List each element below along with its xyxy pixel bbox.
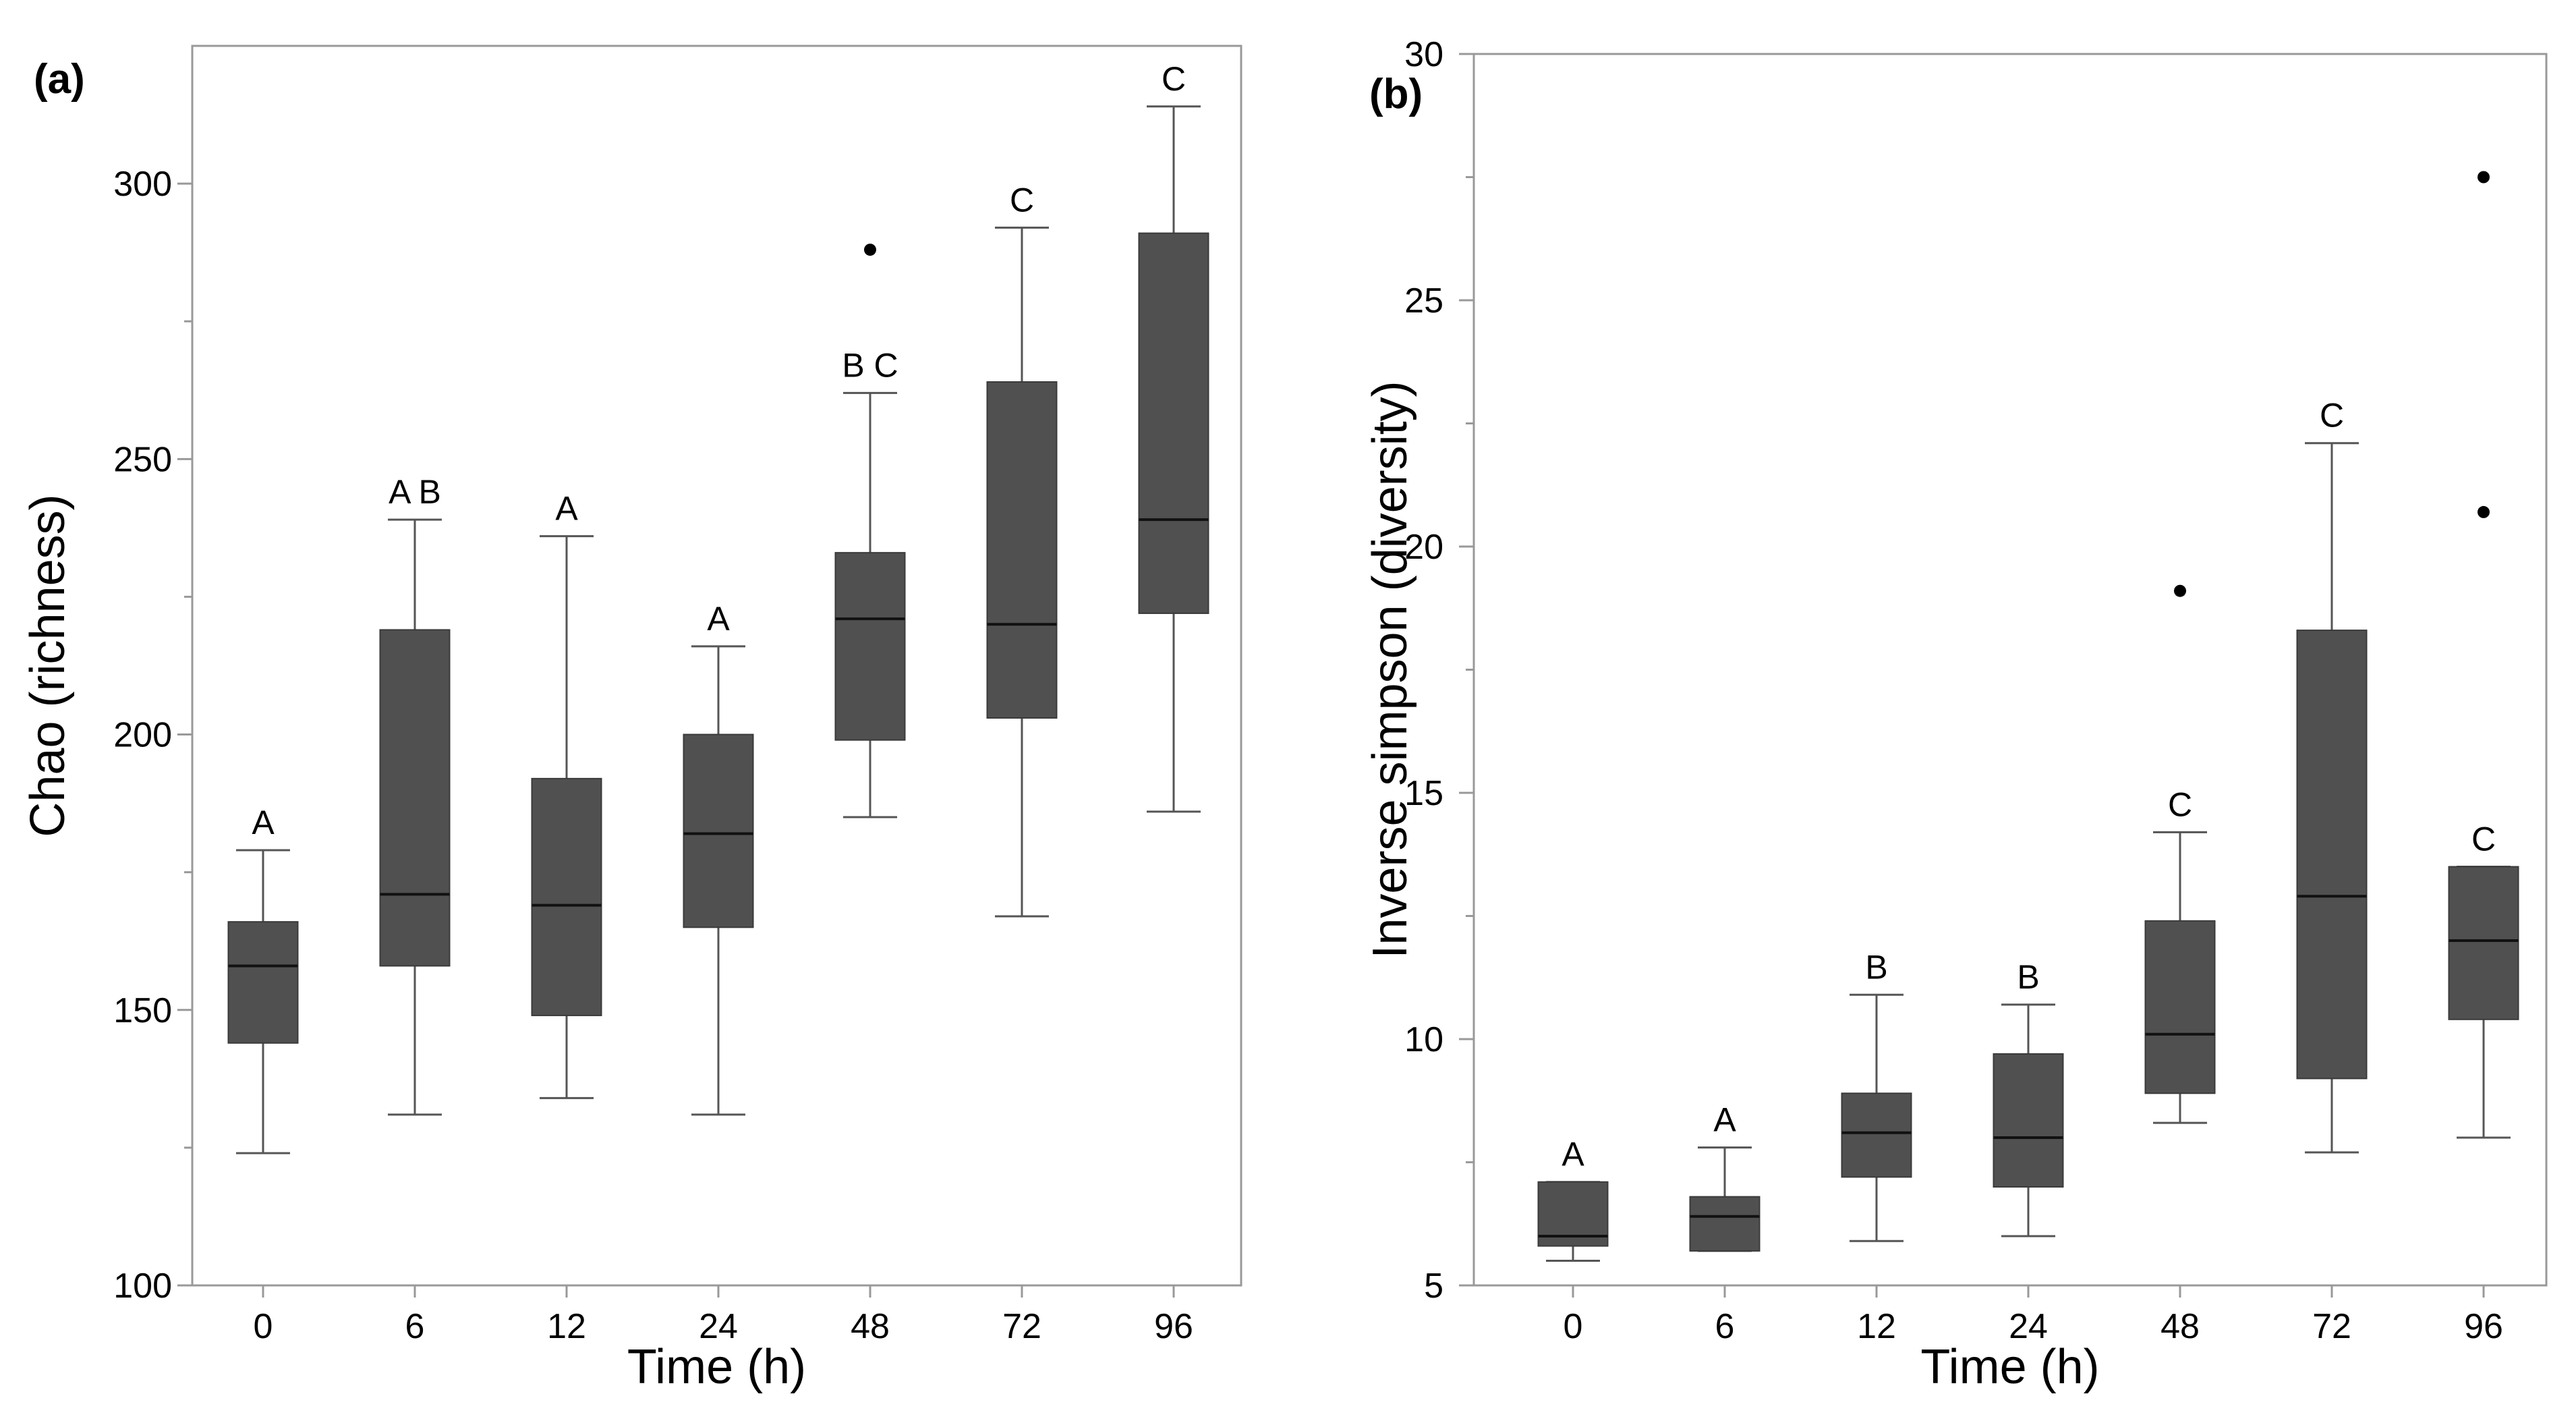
box-group-24h: 24 A (683, 600, 754, 1346)
y-axis-title: Inverse simpson (diversity) (1363, 381, 1417, 958)
iqr-box (1841, 1092, 1912, 1178)
outlier-point (2174, 584, 2186, 597)
outlier-point (864, 244, 876, 256)
y-tick-label: 100 (113, 1267, 172, 1306)
iqr-box (986, 381, 1058, 719)
x-axis-title: Time (h) (627, 1340, 806, 1394)
x-tick-label: 6 (1715, 1307, 1735, 1346)
box-group-12h: 12 A (531, 490, 602, 1346)
x-tick-label: 72 (1002, 1307, 1041, 1346)
plot-frame (191, 45, 1242, 1287)
iqr-box (531, 777, 602, 1016)
x-tick-label: 96 (1154, 1307, 1193, 1346)
panel-a-chao-richness: (a) 100 150 200 250 300 Chao (richness) Time (h… (21, 45, 1242, 1394)
x-axis-title: Time (h) (1920, 1340, 2099, 1394)
box-group-72h: 72 C (2296, 397, 2368, 1346)
iqr-box (834, 552, 906, 741)
y-tick-label: 15 (1404, 774, 1443, 813)
iqr-box (1689, 1196, 1761, 1252)
significance-letter: A (555, 490, 578, 528)
significance-letter: B (1865, 948, 1887, 986)
x-tick-label: 96 (2464, 1307, 2503, 1346)
box-group-24h: 24 B (1993, 958, 2064, 1346)
box-group-48h: 48 B C (834, 244, 906, 1346)
iqr-box (2144, 920, 2216, 1094)
x-tick-label: 12 (1857, 1307, 1896, 1346)
x-tick-label: 48 (851, 1307, 890, 1346)
y-tick-label: 300 (113, 165, 172, 204)
y-tick-label: 20 (1404, 528, 1443, 567)
y-tick-label: 250 (113, 440, 172, 479)
iqr-box (683, 733, 754, 928)
significance-letter: C (2168, 785, 2192, 823)
box-group-72h: 72 C (986, 181, 1058, 1346)
significance-letter: C (1162, 60, 1186, 98)
iqr-box (1138, 232, 1209, 614)
x-tick-label: 12 (547, 1307, 586, 1346)
outlier-point (2478, 505, 2490, 518)
iqr-box (1993, 1053, 2064, 1188)
box-group-6h: 6 A B (379, 473, 451, 1346)
iqr-box (379, 629, 451, 967)
y-tick-label: 150 (113, 991, 172, 1030)
significance-letter: A (1713, 1101, 1736, 1139)
significance-letter: C (2471, 820, 2496, 858)
box-group-96h: 96 C (2448, 171, 2519, 1346)
box-group-0h: 0A (227, 804, 299, 1346)
box-group-0h: 0A (1537, 1136, 1609, 1346)
x-tick-label: 24 (2009, 1307, 2048, 1346)
iqr-box (227, 921, 299, 1044)
significance-letter: A B (389, 473, 441, 511)
box-group-6h: 6A (1689, 1101, 1761, 1346)
y-tick-label: 200 (113, 716, 172, 755)
box-group-96h: 96 C (1138, 60, 1209, 1346)
box-group-12h: 12 B (1841, 948, 1912, 1346)
x-tick-label: 0 (254, 1307, 273, 1346)
panel-label: (b) (1369, 71, 1423, 117)
y-tick-label: 25 (1404, 281, 1443, 321)
significance-letter: B (2017, 958, 2039, 996)
iqr-box (2296, 630, 2368, 1080)
x-tick-label: 72 (2312, 1307, 2351, 1346)
panel-label: (a) (34, 56, 85, 103)
y-tick-label: 30 (1404, 35, 1443, 74)
x-tick-label: 24 (699, 1307, 738, 1346)
significance-letter: C (2320, 397, 2344, 435)
y-axis-title: Chao (richness) (21, 494, 75, 837)
iqr-box (2448, 866, 2519, 1020)
y-tick-label: 5 (1424, 1267, 1443, 1306)
significance-letter: B C (842, 346, 898, 384)
x-tick-label: 48 (2160, 1307, 2200, 1346)
y-tick-label: 10 (1404, 1020, 1443, 1059)
x-tick-label: 0 (1564, 1307, 1583, 1346)
outlier-point (2478, 171, 2490, 184)
box-group-48h: 48 C (2144, 584, 2216, 1346)
panel-b-inverse-simpson: (b) 5 10 15 20 25 30 Inverse simpson (diversity… (1363, 35, 2548, 1394)
significance-letter: A (252, 804, 275, 841)
x-tick-label: 6 (405, 1307, 425, 1346)
significance-letter: A (1562, 1136, 1584, 1173)
significance-letter: C (1010, 181, 1034, 219)
significance-letter: A (707, 600, 730, 638)
